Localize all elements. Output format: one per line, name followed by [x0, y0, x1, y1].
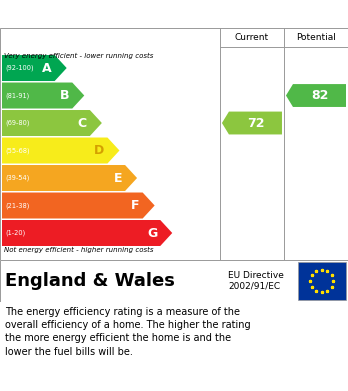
Text: (55-68): (55-68): [5, 147, 30, 154]
Text: (69-80): (69-80): [5, 120, 30, 126]
Text: The energy efficiency rating is a measure of the
overall efficiency of a home. T: The energy efficiency rating is a measur…: [5, 307, 251, 357]
Polygon shape: [2, 83, 84, 109]
Text: 72: 72: [247, 117, 264, 129]
Text: EU Directive
2002/91/EC: EU Directive 2002/91/EC: [228, 271, 284, 291]
Text: Current: Current: [235, 33, 269, 42]
Text: A: A: [42, 61, 52, 75]
Text: E: E: [113, 172, 122, 185]
Polygon shape: [2, 110, 102, 136]
Text: (92-100): (92-100): [5, 65, 34, 71]
Text: England & Wales: England & Wales: [5, 272, 175, 290]
Text: G: G: [147, 226, 157, 240]
Text: (81-91): (81-91): [5, 92, 29, 99]
Polygon shape: [2, 138, 119, 163]
Text: B: B: [60, 89, 69, 102]
Polygon shape: [2, 192, 155, 219]
Text: D: D: [94, 144, 104, 157]
Text: Very energy efficient - lower running costs: Very energy efficient - lower running co…: [4, 53, 153, 59]
Text: Not energy efficient - higher running costs: Not energy efficient - higher running co…: [4, 247, 153, 253]
Text: (39-54): (39-54): [5, 175, 29, 181]
Text: (1-20): (1-20): [5, 230, 25, 236]
Text: 82: 82: [311, 89, 328, 102]
Text: (21-38): (21-38): [5, 202, 29, 209]
Polygon shape: [2, 55, 67, 81]
Polygon shape: [2, 165, 137, 191]
Text: C: C: [78, 117, 87, 129]
Text: F: F: [131, 199, 140, 212]
Polygon shape: [222, 111, 282, 135]
Text: Potential: Potential: [296, 33, 336, 42]
Bar: [298, 262, 346, 300]
Polygon shape: [2, 220, 172, 246]
Polygon shape: [286, 84, 346, 107]
Text: Energy Efficiency Rating: Energy Efficiency Rating: [9, 7, 211, 22]
